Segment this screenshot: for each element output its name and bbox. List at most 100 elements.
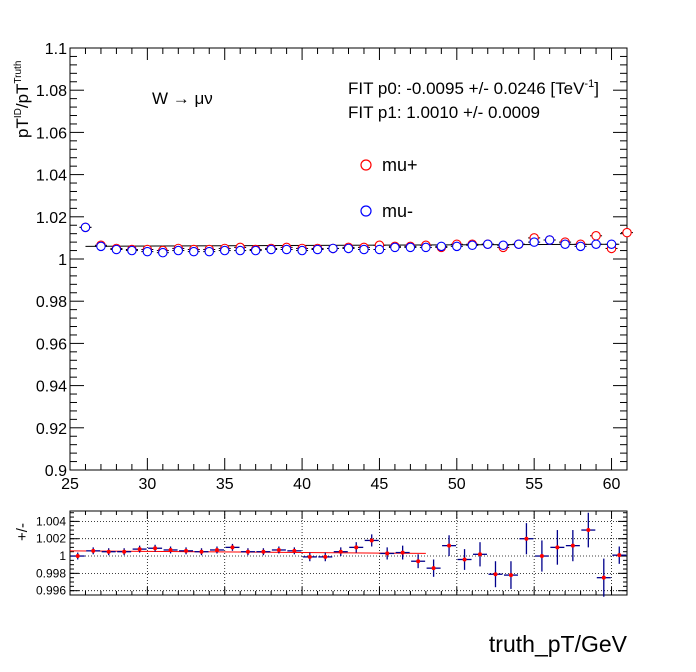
ratio-data-point [601,575,606,580]
ratio-data-point [230,545,235,550]
data-point-mu-minus [359,244,369,255]
main-y-tick-label: 1.06 [36,125,67,142]
ratio-data-point [416,559,421,564]
data-point-mu-minus [142,246,153,257]
ratio-y-tick-label: 1.002 [36,532,66,546]
ratio-y-tick-label: 1 [59,549,66,563]
main-y-tick-label: 1.08 [36,83,67,100]
main-x-tick-label: 50 [448,476,466,493]
data-point-mu-minus [173,245,184,256]
ratio-data-point [245,549,250,554]
ratio-data-point [261,549,266,554]
data-point-mu-minus [297,245,307,256]
ratio-data-point [447,543,452,548]
ratio-panel: 0.996 0.998 1 1.002 1.004 +/- [14,510,628,598]
ratio-data-point [276,547,281,552]
data-point-mu-minus [575,241,586,252]
ratio-data-point [323,554,328,559]
ratio-data-point [524,536,529,541]
ratio-data-point [508,573,513,578]
ratio-data-point [539,554,544,559]
data-point-mu-minus [96,241,106,252]
legend-marker-mu-plus [360,159,372,171]
main-ratio-panel: 25 30 35 40 45 50 55 60 0.9 0.92 0.94 0.96 0.98 1 1.0… [13,41,633,493]
ratio-data-point [478,552,483,557]
legend-label-mu-minus: mu- [382,201,413,221]
data-point-mu-minus [606,239,617,249]
ratio-data-point [214,547,219,552]
main-x-tick-label: 45 [371,476,389,493]
ratio-y-ticks: 0.996 0.998 1 1.002 1.004 [36,512,627,598]
data-point-mu-minus [467,240,478,251]
main-y-axis-label: pTID/pTTruth [13,61,32,138]
main-y-tick-label: 0.94 [36,379,67,396]
ratio-data-point [184,548,189,553]
data-point-mu-minus [219,245,230,256]
legend-marker-mu-minus [360,205,372,217]
ratio-data-points [70,512,627,597]
ratio-y-tick-label: 0.998 [36,566,66,580]
data-point-mu-minus [235,245,245,256]
ratio-y-tick-label: 1.004 [36,514,66,528]
ratio-data-point [168,547,173,552]
ratio-data-point [586,528,591,533]
data-point-mu-minus [436,241,447,252]
data-point-mu-minus [343,243,354,254]
data-point-mu-minus [250,245,261,256]
main-y-tick-label: 1.02 [36,210,67,227]
ratio-data-point [431,566,436,571]
ratio-y-tick-label: 0.996 [36,584,66,598]
ratio-data-point [354,545,359,550]
ratio-data-point [137,547,142,552]
main-x-tick-label: 25 [61,476,79,493]
main-y-tick-label: 0.96 [36,336,67,353]
data-point-mu-minus [482,239,493,249]
legend-label-mu-plus: mu+ [382,155,418,175]
data-point-mu-minus [111,244,122,255]
main-data-points [79,222,633,258]
data-point-mu-minus [204,246,215,257]
data-point-mu-minus [544,235,555,245]
main-x-tick-label: 30 [138,476,156,493]
main-y-tick-label: 0.92 [36,421,67,438]
ratio-data-point [122,549,127,554]
data-point-mu-plus [591,231,601,241]
ratio-data-point [369,538,374,543]
main-y-tick-label: 0.98 [36,294,67,311]
data-point-mu-minus [312,244,323,255]
ratio-data-point [400,550,405,555]
ratio-data-point [106,549,111,554]
data-point-mu-minus [560,239,570,249]
main-y-tick-label: 1.1 [45,41,67,58]
data-point-mu-minus [281,244,292,255]
ratio-x-ticks [69,511,628,595]
main-y-tick-label: 1.04 [36,168,67,185]
legend: mu+ mu- [360,155,418,221]
ratio-data-point [153,546,158,551]
data-point-mu-minus [80,222,91,233]
data-point-mu-minus [189,246,199,257]
main-x-tick-label: 60 [603,476,621,493]
ratio-data-point [75,554,80,559]
main-x-tick-label: 55 [525,476,543,493]
ratio-data-point [338,549,343,554]
process-label: W → μν [152,89,213,108]
data-point-mu-minus [328,243,338,254]
main-x-tick-label: 40 [293,476,311,493]
data-point-mu-minus [591,239,601,249]
ratio-data-point [307,554,312,559]
ratio-y-axis-label: +/- [14,523,31,541]
ratio-data-point [617,553,622,558]
ratio-data-point [570,543,575,548]
main-x-tick-label: 35 [216,476,234,493]
data-point-mu-minus [529,237,539,247]
data-point-mu-minus [266,244,276,255]
data-point-mu-minus [390,242,400,253]
fit-p0-label: FIT p0: -0.0095 +/- 0.0246 [TeV-1] [348,78,599,98]
main-x-ticks: 25 30 35 40 45 50 55 60 [61,48,628,493]
ratio-data-point [91,548,96,553]
fit-p1-label: FIT p1: 1.0010 +/- 0.0009 [348,103,540,122]
ratio-data-point [555,545,560,550]
ratio-data-point [462,557,467,562]
